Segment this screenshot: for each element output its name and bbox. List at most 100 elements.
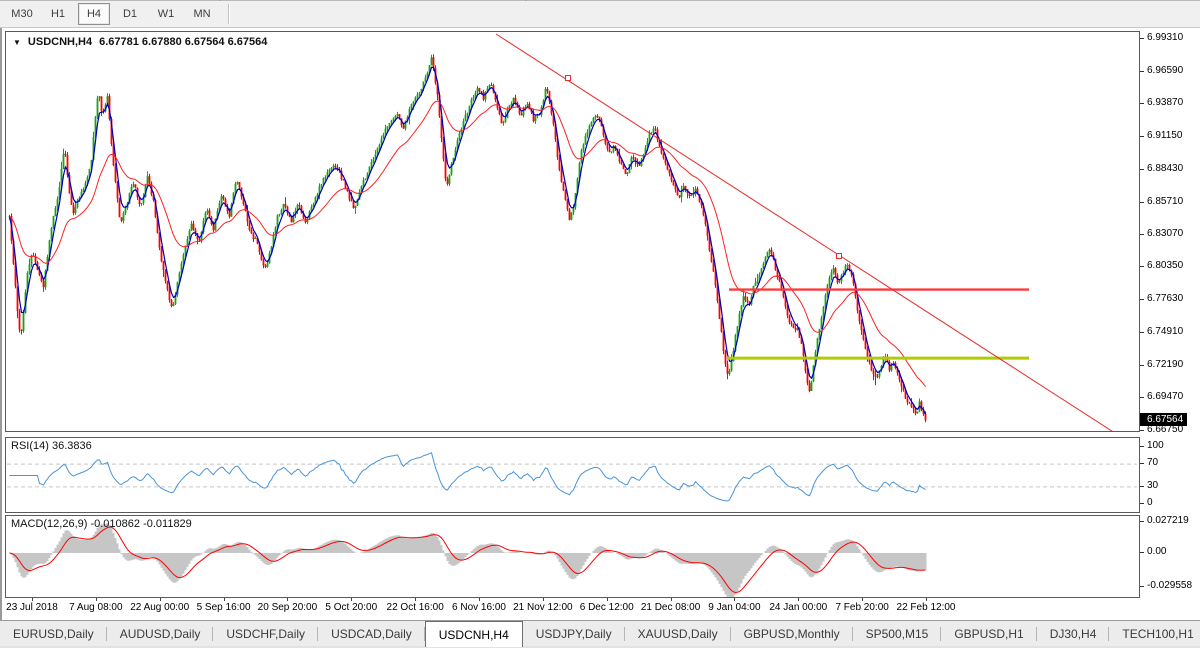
axis-tick: [1140, 430, 1144, 431]
price-axis-label: 6.88430: [1147, 162, 1184, 174]
time-tick: [159, 598, 161, 601]
price-axis-label: 6.85710: [1147, 195, 1184, 207]
chart-tab-usdcnh-h4[interactable]: USDCNH,H4: [424, 621, 523, 647]
time-tick: [32, 598, 33, 601]
time-tick: [223, 598, 225, 601]
rsi-axis-label: 100: [1147, 440, 1164, 451]
axis-tick: [1140, 520, 1144, 522]
chart-tab-gbpusd-h1[interactable]: GBPUSD,H1: [941, 621, 1038, 647]
chart-tab-dj30-h4[interactable]: DJ30,H4: [1037, 621, 1110, 647]
price-axis-label: 6.80350: [1147, 260, 1184, 272]
time-tick: [926, 598, 927, 601]
timeframe-button-h1[interactable]: H1: [50, 8, 66, 20]
symbol-dropdown-icon[interactable]: ▼: [13, 37, 21, 47]
chart-tab-usdcad-daily[interactable]: USDCAD,Daily: [318, 621, 425, 647]
price-axis-label: 6.99310: [1147, 32, 1184, 43]
rsi-axis-label: 30: [1147, 479, 1159, 491]
time-axis[interactable]: 23 Jul 2018 7 Aug 08:00 22 Aug 00:00 5 Sep …: [5, 598, 1140, 618]
timeframe-button-h4[interactable]: H4: [78, 3, 110, 25]
chart-window: ▼ USDCNH,H4 6.67781 6.67880 6.67564 6.67…: [0, 28, 1200, 620]
axis-tick: [1140, 201, 1144, 203]
price-axis-label: 6.72190: [1147, 358, 1184, 370]
timeframe-button-w1[interactable]: W1: [157, 8, 175, 20]
chart-tab-tech100-h1[interactable]: TECH100,H1: [1109, 621, 1200, 647]
axis-tick: [1140, 503, 1144, 504]
chart-tab-sp500-m15[interactable]: SP500,M15: [853, 621, 942, 647]
price-axis-label: 6.69470: [1147, 391, 1184, 403]
time-tick: [798, 598, 800, 601]
time-axis-label: 22 Aug 00:00: [130, 602, 190, 613]
time-axis-label: 6 Dec 12:00: [579, 602, 634, 613]
rsi-axis-label: 70: [1147, 457, 1159, 469]
chart-title: ▼ USDCNH,H4 6.67781 6.67880 6.67564 6.67…: [13, 36, 267, 48]
candlestick-chart[interactable]: [6, 32, 1139, 431]
chart-tab-bar: EURUSD,Daily AUDUSD,Daily USDCHF,Daily USDC…: [0, 620, 1200, 647]
axis-tick: [1140, 331, 1144, 333]
ma-slow-line[interactable]: [9, 100, 926, 387]
ma-fast-line[interactable]: [8, 66, 927, 415]
time-tick: [670, 598, 672, 601]
time-axis-label: 7 Aug 08:00: [69, 602, 123, 613]
axis-tick: [1140, 446, 1144, 447]
trendline-handle[interactable]: [836, 253, 842, 259]
timeframe-button-d1[interactable]: D1: [122, 8, 138, 20]
price-axis-label: 6.91150: [1147, 130, 1183, 142]
axis-tick: [1140, 70, 1144, 72]
time-axis-label: 21 Nov 12:00: [513, 602, 573, 613]
time-axis-label: 21 Dec 08:00: [640, 602, 701, 613]
macd-chart[interactable]: [6, 516, 1139, 597]
toolbar-top-edge: [0, 0, 1200, 1]
chart-tab-audusd-daily[interactable]: AUDUSD,Daily: [107, 621, 214, 647]
axis-tick: [1140, 485, 1144, 487]
time-tick: [351, 598, 353, 601]
rsi-label: RSI(14) 36.3836: [11, 440, 92, 452]
macd-axis-label: 0.00: [1147, 546, 1167, 557]
chart-tab-usdjpy-daily[interactable]: USDJPY,Daily: [523, 621, 625, 647]
time-tick: [606, 598, 608, 601]
time-axis-label: 20 Sep 20:00: [257, 602, 318, 613]
chart-tab-xauusd-daily[interactable]: XAUUSD,Daily: [625, 621, 731, 647]
ohlc-values: 6.67781 6.67880 6.67564 6.67564: [99, 36, 268, 48]
axis-tick: [1140, 233, 1144, 235]
time-tick: [95, 598, 97, 601]
macd-signal-line[interactable]: [9, 526, 926, 594]
axis-tick: [1140, 38, 1144, 39]
time-axis-label: 5 Oct 20:00: [325, 602, 378, 613]
time-axis-label: 5 Sep 16:00: [196, 602, 251, 613]
axis-tick: [1140, 463, 1144, 465]
time-tick: [479, 598, 480, 601]
trendline-handle[interactable]: [565, 75, 571, 81]
rsi-indicator-pane[interactable]: RSI(14) 36.3836: [5, 437, 1140, 513]
chart-tab-gbpusd-monthly[interactable]: GBPUSD,Monthly: [731, 621, 853, 647]
current-price-tag: 6.67564: [1140, 413, 1188, 427]
axis-tick: [1140, 266, 1144, 268]
time-axis-label: 6 Nov 16:00: [452, 602, 506, 613]
axis-tick: [1140, 364, 1144, 366]
chart-tab-eurusd-daily[interactable]: EURUSD,Daily: [0, 621, 107, 647]
axis-tick: [1140, 397, 1144, 399]
macd-indicator-pane[interactable]: MACD(12,26,9) -0.010862 -0.011829: [5, 515, 1140, 598]
descending-trendline[interactable]: [495, 33, 1118, 431]
rsi-line[interactable]: [9, 452, 926, 502]
symbol-timeframe-label: USDCNH,H4: [27, 36, 93, 48]
price-axis-label: 6.83070: [1147, 227, 1184, 239]
time-tick: [287, 598, 289, 601]
time-tick: [862, 598, 864, 601]
axis-tick: [1140, 103, 1144, 105]
timeframe-buttons: M30 H1 H4 D1 W1 MN: [6, 3, 222, 25]
price-chart-pane[interactable]: ▼ USDCNH,H4 6.67781 6.67880 6.67564 6.67…: [5, 31, 1140, 432]
timeframe-button-m30[interactable]: M30: [11, 8, 33, 20]
chart-tab-usdchf-daily[interactable]: USDCHF,Daily: [213, 621, 318, 647]
time-axis-label: 24 Jan 00:00: [769, 602, 828, 613]
price-axis-label: 6.77630: [1147, 293, 1184, 304]
macd-label: MACD(12,26,9) -0.010862 -0.011829: [11, 518, 192, 530]
rsi-chart[interactable]: [6, 438, 1139, 512]
time-tick: [734, 598, 736, 601]
price-axis-label: 6.66750: [1147, 424, 1184, 435]
price-axis-label: 6.74910: [1147, 325, 1184, 337]
price-axis[interactable]: 6.99310 6.96590 6.93870 6.91150 6.88430 6.857…: [1140, 28, 1200, 620]
timeframe-button-mn[interactable]: MN: [193, 8, 211, 20]
axis-tick: [1140, 299, 1144, 300]
axis-tick: [1140, 136, 1144, 138]
